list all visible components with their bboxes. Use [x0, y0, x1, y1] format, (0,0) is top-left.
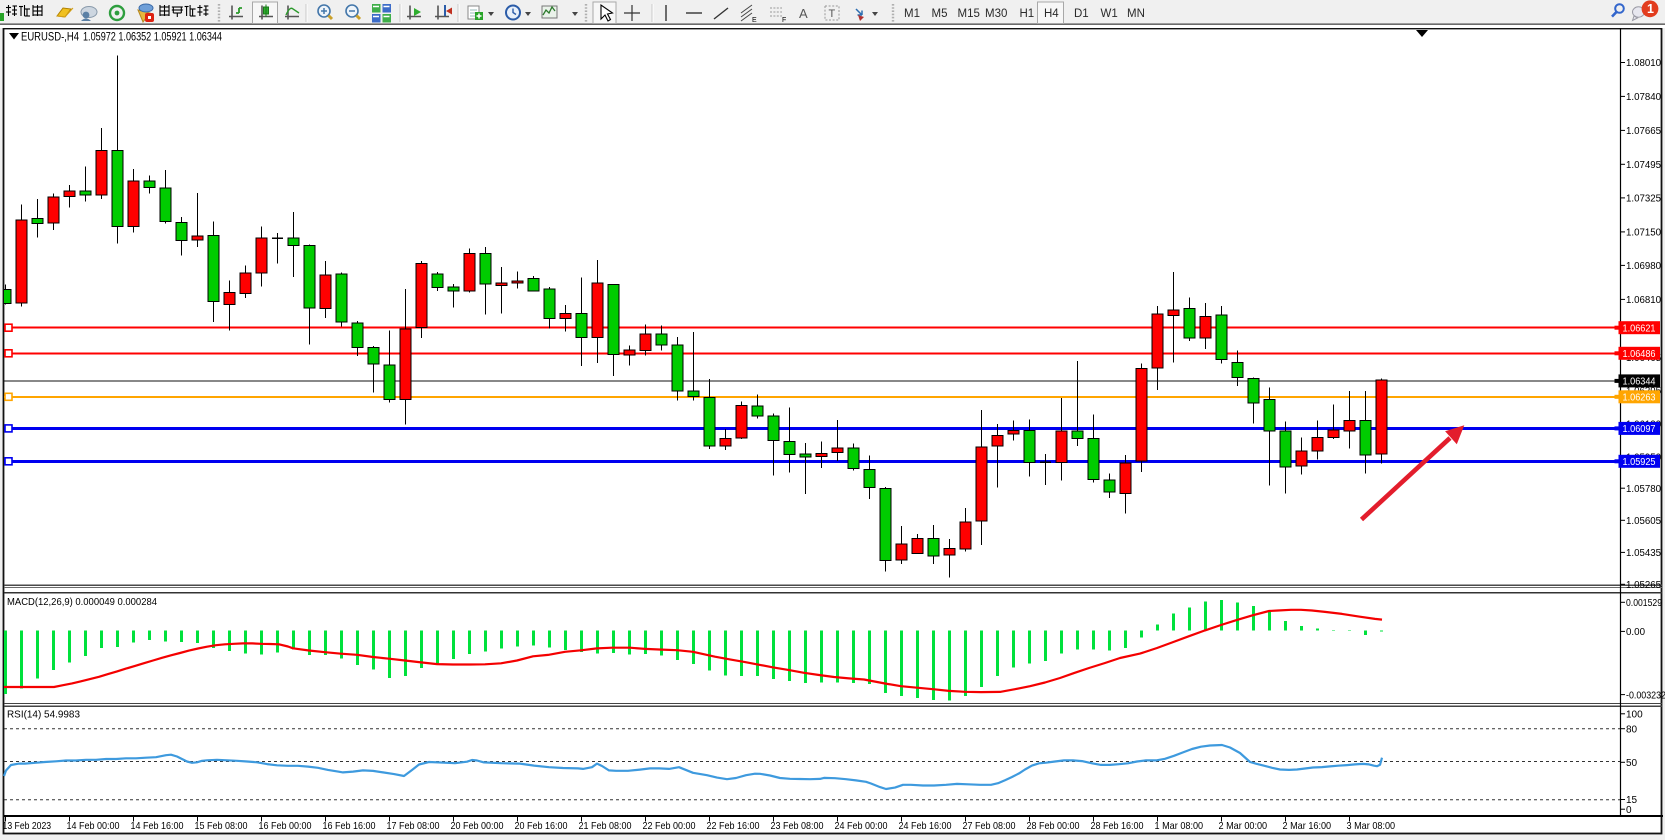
svg-text:23 Feb 08:00: 23 Feb 08:00 — [771, 820, 824, 832]
svg-text:1.06621: 1.06621 — [1623, 323, 1656, 334]
svg-text:MACD(12,26,9) 0.000049 0.00028: MACD(12,26,9) 0.000049 0.000284 — [7, 596, 157, 608]
svg-text:20 Feb 00:00: 20 Feb 00:00 — [451, 820, 504, 832]
svg-text:3 Mar 08:00: 3 Mar 08:00 — [1347, 820, 1396, 832]
svg-text:EURUSD-,H4: EURUSD-,H4 — [21, 32, 79, 44]
svg-text:14 Feb 00:00: 14 Feb 00:00 — [67, 820, 120, 832]
svg-text:1.06263: 1.06263 — [1623, 393, 1656, 404]
svg-text:1.06344: 1.06344 — [1623, 377, 1656, 388]
svg-text:13 Feb 2023: 13 Feb 2023 — [3, 820, 52, 832]
svg-text:21 Feb 08:00: 21 Feb 08:00 — [579, 820, 632, 832]
svg-text:22 Feb 00:00: 22 Feb 00:00 — [643, 820, 696, 832]
svg-text:16 Feb 16:00: 16 Feb 16:00 — [323, 820, 376, 832]
svg-text:W1: W1 — [1101, 8, 1118, 20]
svg-text:1.06980: 1.06980 — [1626, 261, 1661, 272]
svg-text:1.05925: 1.05925 — [1623, 457, 1656, 468]
svg-text:2 Mar 16:00: 2 Mar 16:00 — [1283, 820, 1332, 832]
svg-text:M15: M15 — [958, 8, 980, 20]
svg-text:M5: M5 — [932, 8, 948, 20]
svg-text:H1: H1 — [1020, 8, 1035, 20]
svg-text:1.07325: 1.07325 — [1626, 194, 1661, 205]
svg-text:F: F — [782, 17, 786, 24]
svg-text:1.08010: 1.08010 — [1626, 58, 1661, 69]
svg-text:1.07150: 1.07150 — [1626, 228, 1661, 239]
svg-text:20 Feb 16:00: 20 Feb 16:00 — [515, 820, 568, 832]
svg-text:1: 1 — [1647, 2, 1654, 16]
svg-text:0.001529: 0.001529 — [1626, 598, 1662, 609]
svg-text:MN: MN — [1127, 8, 1145, 20]
svg-text:50: 50 — [1626, 758, 1638, 769]
svg-text:1.06486: 1.06486 — [1623, 349, 1656, 360]
svg-text:24 Feb 16:00: 24 Feb 16:00 — [899, 820, 952, 832]
svg-text:M1: M1 — [904, 8, 920, 20]
svg-text:E: E — [752, 17, 757, 24]
svg-text:D1: D1 — [1074, 8, 1089, 20]
svg-text:24 Feb 00:00: 24 Feb 00:00 — [835, 820, 888, 832]
svg-text:RSI(14) 54.9983: RSI(14) 54.9983 — [7, 709, 80, 721]
svg-text:1 Mar 08:00: 1 Mar 08:00 — [1155, 820, 1204, 832]
svg-text:-0.003232: -0.003232 — [1626, 690, 1665, 701]
svg-text:1.07840: 1.07840 — [1626, 92, 1661, 103]
svg-text:0: 0 — [1626, 805, 1632, 816]
svg-text:1.07665: 1.07665 — [1626, 126, 1661, 137]
svg-text:100: 100 — [1626, 710, 1643, 721]
svg-text:T: T — [829, 8, 836, 20]
svg-text:1.05780: 1.05780 — [1626, 484, 1661, 495]
svg-text:1.06097: 1.06097 — [1623, 424, 1656, 435]
svg-text:15: 15 — [1626, 795, 1638, 806]
svg-text:2 Mar 00:00: 2 Mar 00:00 — [1219, 820, 1268, 832]
svg-text:27 Feb 08:00: 27 Feb 08:00 — [963, 820, 1016, 832]
svg-text:M30: M30 — [985, 8, 1007, 20]
svg-text:14 Feb 16:00: 14 Feb 16:00 — [131, 820, 184, 832]
svg-text:1.05605: 1.05605 — [1626, 516, 1661, 527]
svg-text:A: A — [799, 6, 808, 21]
svg-text:H4: H4 — [1044, 8, 1059, 20]
svg-text:22 Feb 16:00: 22 Feb 16:00 — [707, 820, 760, 832]
svg-text:1.06810: 1.06810 — [1626, 295, 1661, 306]
svg-text:1.07495: 1.07495 — [1626, 160, 1661, 171]
svg-text:0.00: 0.00 — [1626, 627, 1645, 638]
svg-text:17 Feb 08:00: 17 Feb 08:00 — [387, 820, 440, 832]
svg-text:28 Feb 00:00: 28 Feb 00:00 — [1027, 820, 1080, 832]
svg-text:16 Feb 00:00: 16 Feb 00:00 — [259, 820, 312, 832]
svg-text:15 Feb 08:00: 15 Feb 08:00 — [195, 820, 248, 832]
svg-text:1.05972 1.06352 1.05921 1.0634: 1.05972 1.06352 1.05921 1.06344 — [83, 32, 222, 44]
svg-text:28 Feb 16:00: 28 Feb 16:00 — [1091, 820, 1144, 832]
svg-text:1.05435: 1.05435 — [1626, 548, 1661, 559]
svg-text:1.05265: 1.05265 — [1626, 580, 1661, 591]
svg-text:80: 80 — [1626, 724, 1638, 735]
